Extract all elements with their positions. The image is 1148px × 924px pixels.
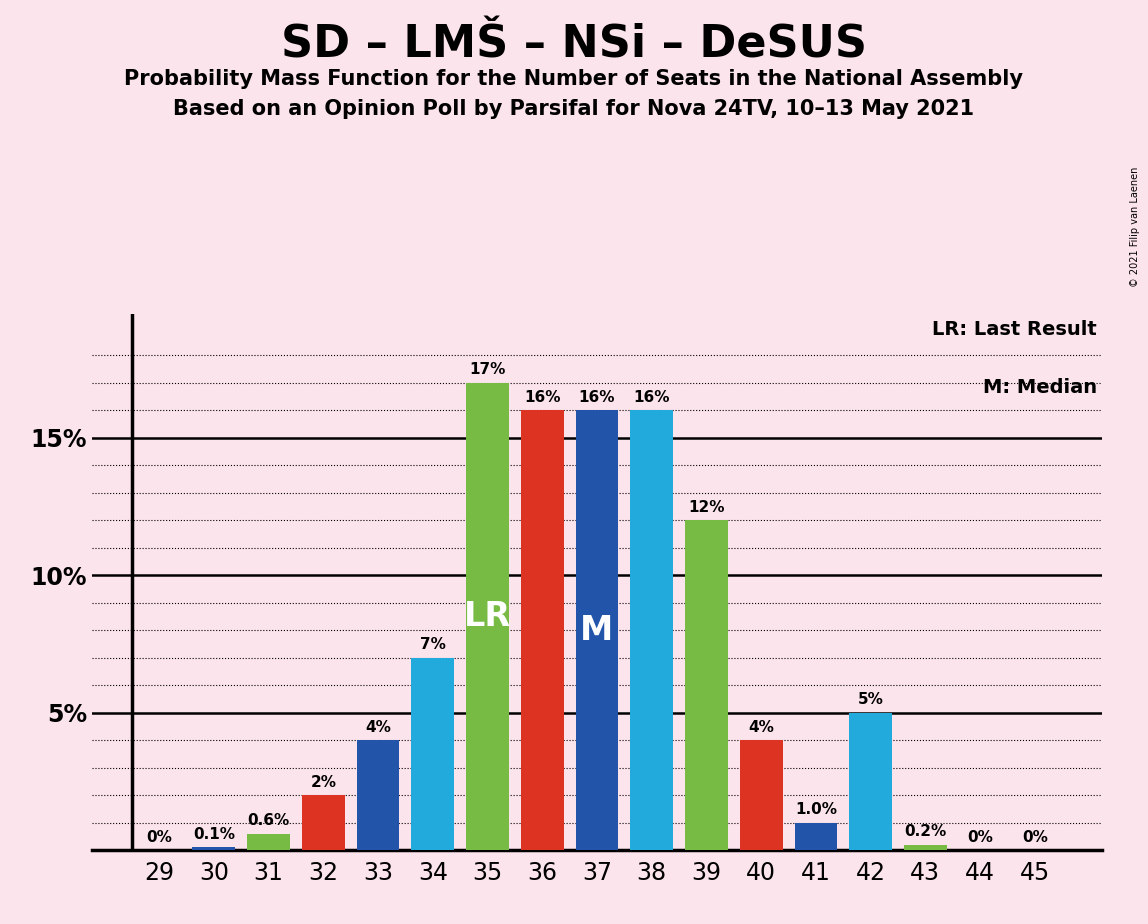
Bar: [193, 847, 235, 850]
Text: LR: Last Result: LR: Last Result: [932, 320, 1097, 338]
Text: 0%: 0%: [1022, 830, 1048, 845]
Bar: [903, 845, 947, 850]
Text: 4%: 4%: [365, 720, 391, 735]
Text: 2%: 2%: [310, 774, 336, 790]
Text: 5%: 5%: [858, 692, 884, 707]
Text: 16%: 16%: [634, 390, 670, 405]
Text: 17%: 17%: [470, 362, 505, 377]
Text: M: M: [581, 614, 613, 647]
Bar: [630, 410, 673, 850]
Text: M: Median: M: Median: [983, 379, 1097, 397]
Bar: [575, 410, 619, 850]
Text: 0.6%: 0.6%: [248, 813, 289, 828]
Bar: [685, 520, 728, 850]
Text: 16%: 16%: [523, 390, 560, 405]
Text: 16%: 16%: [579, 390, 615, 405]
Text: 4%: 4%: [748, 720, 774, 735]
Text: Probability Mass Function for the Number of Seats in the National Assembly: Probability Mass Function for the Number…: [124, 69, 1024, 90]
Text: 1.0%: 1.0%: [794, 802, 837, 817]
Bar: [739, 740, 783, 850]
Bar: [302, 796, 344, 850]
Bar: [247, 833, 290, 850]
Bar: [794, 822, 837, 850]
Text: SD – LMŠ – NSi – DeSUS: SD – LMŠ – NSi – DeSUS: [281, 23, 867, 67]
Text: Based on an Opinion Poll by Parsifal for Nova 24TV, 10–13 May 2021: Based on an Opinion Poll by Parsifal for…: [173, 99, 975, 119]
Text: 0%: 0%: [967, 830, 993, 845]
Bar: [521, 410, 564, 850]
Text: LR: LR: [464, 600, 511, 633]
Text: 7%: 7%: [420, 638, 445, 652]
Text: © 2021 Filip van Laenen: © 2021 Filip van Laenen: [1130, 166, 1140, 286]
Text: 0.2%: 0.2%: [905, 824, 946, 839]
Bar: [466, 383, 509, 850]
Bar: [411, 658, 455, 850]
Text: 0.1%: 0.1%: [193, 827, 235, 842]
Bar: [357, 740, 400, 850]
Text: 0%: 0%: [146, 830, 172, 845]
Bar: [850, 712, 892, 850]
Text: 12%: 12%: [688, 500, 724, 515]
